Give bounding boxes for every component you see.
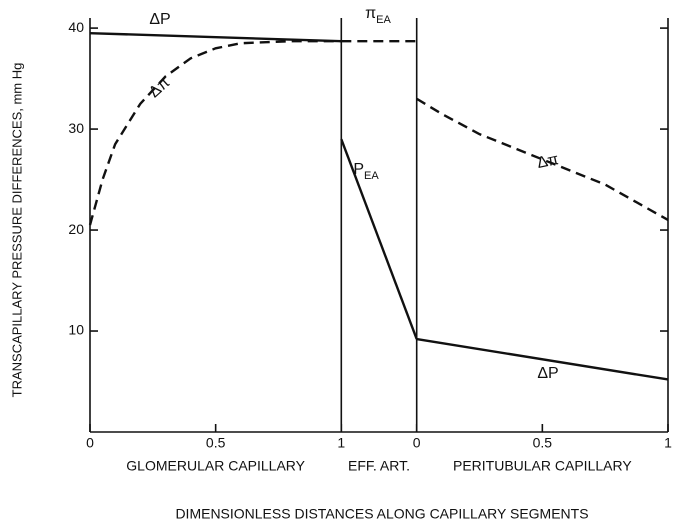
- series-subscript: EA: [364, 170, 379, 182]
- segment-label: EFF. ART.: [348, 458, 410, 474]
- series-line: [416, 337, 669, 381]
- series-name: Δπ: [536, 151, 561, 172]
- y-tick-label: 10: [68, 322, 84, 338]
- x-tick-label: 0.5: [206, 435, 226, 451]
- series-subscript: EA: [376, 14, 391, 26]
- x-tick-label: 1: [664, 435, 672, 451]
- y-axis-label: TRANSCAPILLARY PRESSURE DIFFERENCES, mm …: [9, 63, 24, 398]
- series-line: [88, 40, 342, 226]
- x-tick-label: 0.5: [533, 435, 553, 451]
- series-label: Δπ: [146, 74, 174, 101]
- y-tick-label: 40: [68, 19, 84, 35]
- series-label: Δπ: [536, 151, 561, 172]
- y-tick-label: 30: [68, 120, 84, 136]
- x-tick-label: 0: [413, 435, 421, 451]
- series-name: P: [353, 161, 364, 178]
- segment-label: GLOMERULAR CAPILLARY: [126, 458, 305, 474]
- series-label: PEA: [353, 161, 379, 182]
- series-label: ΔP: [149, 11, 170, 28]
- series-name: ΔP: [149, 11, 170, 28]
- series-line: [89, 31, 342, 43]
- x-tick-label: 1: [337, 435, 345, 451]
- x-axis-label: DIMENSIONLESS DISTANCES ALONG CAPILLARY …: [175, 506, 588, 522]
- series-name: Δπ: [146, 74, 174, 101]
- y-tick-label: 20: [68, 221, 84, 237]
- series-label: ΔP: [537, 365, 558, 382]
- series-name: ΔP: [537, 365, 558, 382]
- series-name: π: [365, 5, 376, 22]
- series-line: [340, 138, 418, 340]
- series-line: [416, 97, 669, 221]
- series-label: πEA: [365, 5, 391, 26]
- segment-label: PERITUBULAR CAPILLARY: [453, 458, 632, 474]
- x-tick-label: 0: [86, 435, 94, 451]
